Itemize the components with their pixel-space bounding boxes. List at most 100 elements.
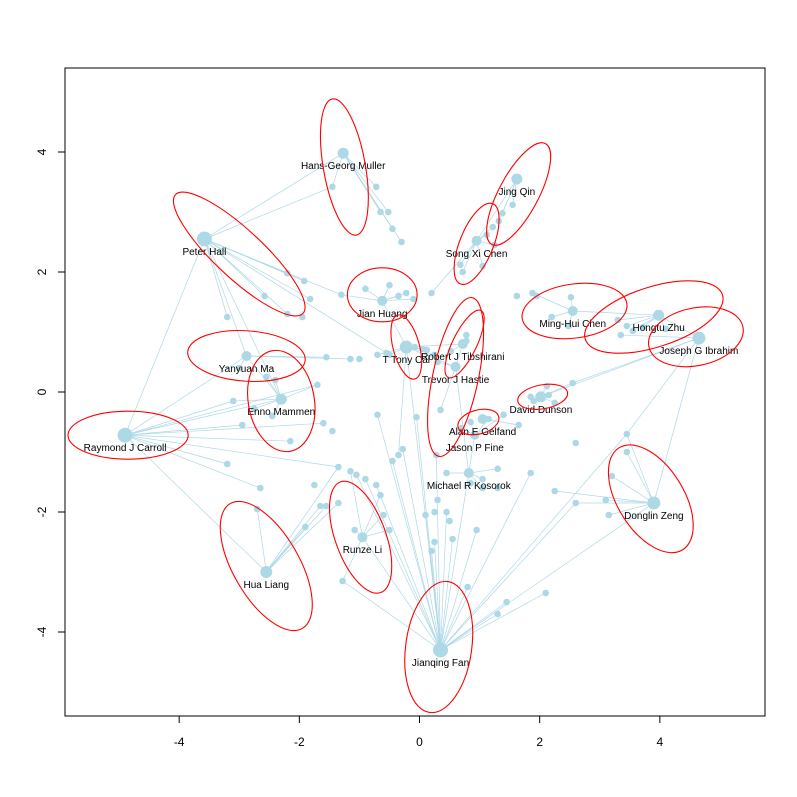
edge-line	[266, 502, 339, 573]
edge-line	[572, 310, 659, 316]
node-point-major	[337, 147, 349, 159]
node-point	[323, 353, 330, 361]
node-point-major	[399, 340, 413, 354]
node-point	[323, 502, 330, 510]
edge-line	[435, 454, 441, 651]
cluster-ellipse	[172, 191, 306, 317]
node-point	[402, 289, 410, 297]
edge-line	[356, 474, 441, 651]
node-point	[503, 598, 510, 606]
edge-line	[540, 337, 700, 398]
node-point	[256, 484, 264, 492]
cluster-ellipse	[584, 280, 724, 354]
node-point	[362, 475, 369, 483]
node-point	[443, 469, 450, 477]
edge-line	[362, 495, 381, 538]
edge-line	[440, 472, 531, 651]
edge-line	[605, 499, 654, 504]
x-axis: -4 -2 0 2 4	[174, 715, 664, 749]
node-point	[380, 511, 387, 519]
node-point	[374, 351, 381, 359]
node-point	[500, 411, 507, 419]
edge-line	[440, 366, 456, 411]
node-point	[428, 289, 435, 297]
edge-line	[620, 334, 699, 339]
edge-line	[125, 424, 243, 436]
node-point	[464, 583, 471, 591]
node-point	[617, 331, 625, 339]
node-point	[509, 201, 516, 209]
node-point	[551, 487, 558, 495]
node-point	[605, 511, 613, 519]
cluster-ellipse	[328, 480, 393, 594]
node-label: Hongtu Zhu	[633, 323, 685, 334]
node-point	[479, 484, 486, 492]
node-point	[335, 499, 342, 507]
cluster-ellipse	[247, 349, 316, 453]
x-tick-label: 2	[536, 735, 543, 749]
edge-line	[350, 471, 363, 538]
edge-line	[342, 152, 377, 188]
node-point-major	[117, 427, 133, 443]
node-point-major	[275, 393, 287, 405]
node-point	[306, 295, 314, 303]
edge-line	[204, 238, 342, 296]
cluster-ellipses-layer	[67, 98, 744, 714]
cluster-ellipse	[390, 314, 423, 380]
edge-line	[608, 502, 654, 516]
node-point	[515, 421, 522, 429]
edge-line	[204, 238, 247, 357]
edge-line	[233, 398, 282, 402]
node-point	[437, 406, 444, 414]
node-point	[372, 183, 380, 191]
node-point	[250, 405, 258, 413]
node-point	[235, 364, 243, 372]
node-point	[262, 373, 270, 381]
node-point	[639, 323, 647, 331]
edge-line	[281, 384, 318, 400]
node-point	[479, 475, 486, 483]
y-tick-label: -2	[35, 506, 49, 517]
node-point	[223, 460, 231, 468]
node-point	[377, 208, 384, 216]
edge-line	[440, 529, 477, 651]
node-point	[395, 451, 402, 459]
y-tick-label: 2	[35, 268, 49, 275]
node-point	[446, 517, 453, 525]
x-tick-label: -4	[174, 735, 185, 749]
node-point	[338, 291, 345, 299]
edge-line	[124, 434, 261, 489]
edge-line	[476, 178, 518, 241]
node-point	[398, 238, 405, 246]
node-point-major	[196, 231, 212, 247]
edge-line	[382, 298, 414, 302]
node-label: Ming-Hui Chen	[539, 319, 606, 330]
node-point	[623, 448, 631, 456]
node-point	[329, 183, 336, 191]
node-label: Donglin Zeng	[624, 511, 683, 522]
edge-line	[341, 294, 383, 302]
node-point	[602, 496, 610, 504]
node-point	[399, 445, 406, 453]
node-point	[434, 496, 441, 504]
edge-line	[125, 434, 291, 442]
edge-line	[265, 466, 339, 573]
edge-line	[375, 484, 441, 651]
node-label: Jianqing Fan	[412, 658, 469, 669]
node-point	[362, 285, 369, 293]
node-point-major	[535, 391, 547, 403]
node-point-major	[471, 235, 482, 246]
x-tick-label: 0	[416, 735, 423, 749]
edge-line	[440, 538, 453, 651]
cluster-ellipse	[187, 329, 306, 383]
edge-line	[455, 366, 470, 474]
node-label: Song Xi Chen	[446, 249, 508, 260]
node-point	[422, 511, 429, 519]
node-point	[629, 327, 637, 335]
cluster-ellipse	[427, 296, 485, 458]
node-point	[386, 281, 393, 289]
node-point	[443, 508, 450, 516]
node-label: T Tony Cai	[383, 355, 430, 366]
node-point-major	[477, 414, 488, 424]
node-point	[527, 469, 534, 477]
